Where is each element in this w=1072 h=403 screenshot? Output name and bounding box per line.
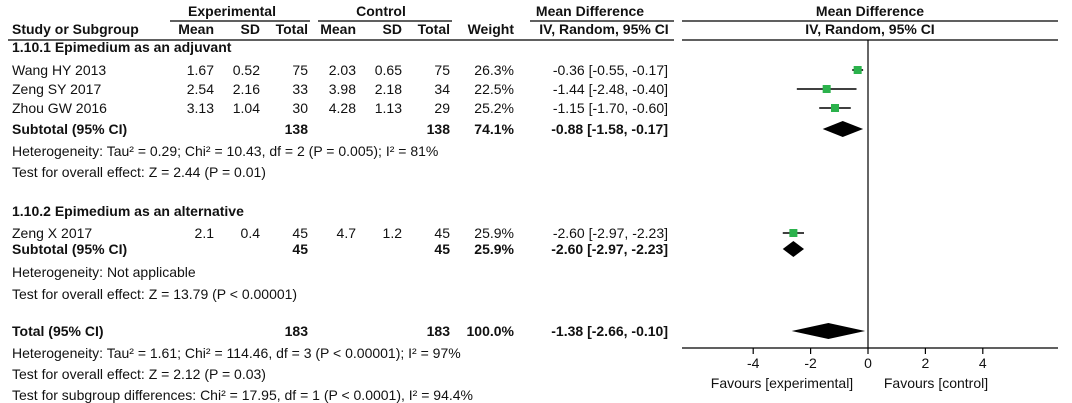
header-study: Study or Subgroup xyxy=(12,21,139,37)
subtotal-diamond xyxy=(822,121,864,137)
subtotal-label: Subtotal (95% CI) xyxy=(12,241,127,257)
study-ctl-mean: 3.98 xyxy=(329,81,356,97)
study-ctl-sd: 1.2 xyxy=(383,225,403,241)
study-ctl-mean: 4.7 xyxy=(337,225,357,241)
study-ctl-sd: 1.13 xyxy=(375,100,402,116)
study-weight: 26.3% xyxy=(474,62,514,78)
subgroup-heterogeneity: Heterogeneity: Tau² = 0.29; Chi² = 10.43… xyxy=(12,143,438,159)
subtotal-ctl-total: 138 xyxy=(427,121,451,137)
header-control: Control xyxy=(356,3,406,19)
subtotal-ci-text: -0.88 [-1.58, -0.17] xyxy=(551,121,668,137)
study-ci-text: -2.60 [-2.97, -2.23] xyxy=(553,225,668,241)
total-ci-text: -1.38 [-2.66, -0.10] xyxy=(551,323,668,339)
total-ctl-total: 183 xyxy=(427,323,451,339)
total-label: Total (95% CI) xyxy=(12,323,104,339)
header-md-method: IV, Random, 95% CI xyxy=(539,21,668,37)
subgroup-title: 1.10.1 Epimedium as an adjuvant xyxy=(12,39,232,55)
study-name: Wang HY 2013 xyxy=(12,62,106,78)
subtotal-weight: 74.1% xyxy=(474,121,514,137)
study-exp-mean: 3.13 xyxy=(187,100,214,116)
footer-subgroup-differences: Test for subgroup differences: Chi² = 17… xyxy=(12,387,473,403)
study-name: Zhou GW 2016 xyxy=(12,100,107,116)
study-ci-text: -1.15 [-1.70, -0.60] xyxy=(553,100,668,116)
subtotal-weight: 25.9% xyxy=(474,241,514,257)
subtotal-exp-total: 45 xyxy=(292,241,308,257)
study-exp-mean: 2.54 xyxy=(187,81,214,97)
footer-overall-effect: Test for overall effect: Z = 2.12 (P = 0… xyxy=(12,366,266,382)
subtotal-exp-total: 138 xyxy=(285,121,309,137)
study-point xyxy=(822,85,831,93)
x-tick-label: -4 xyxy=(747,355,760,371)
header-exp-sd: SD xyxy=(241,21,260,37)
study-point xyxy=(789,229,798,237)
header-ctl-mean: Mean xyxy=(320,21,356,37)
x-tick-label: 0 xyxy=(864,355,872,371)
study-ctl-sd: 2.18 xyxy=(375,81,402,97)
study-exp-sd: 1.04 xyxy=(233,100,260,116)
header-experimental: Experimental xyxy=(188,3,276,19)
subgroup-overall-effect: Test for overall effect: Z = 13.79 (P < … xyxy=(12,286,297,302)
study-ctl-total: 34 xyxy=(434,81,450,97)
study-exp-sd: 0.4 xyxy=(241,225,261,241)
study-weight: 25.2% xyxy=(474,100,514,116)
study-point xyxy=(853,66,862,74)
study-exp-total: 45 xyxy=(292,225,308,241)
header-mean-difference: Mean Difference xyxy=(536,3,644,19)
axis-label-left: Favours [experimental] xyxy=(711,375,853,391)
x-tick-label: 2 xyxy=(922,355,930,371)
study-ci-text: -0.36 [-0.55, -0.17] xyxy=(553,62,668,78)
study-exp-sd: 0.52 xyxy=(233,62,260,78)
study-name: Zeng SY 2017 xyxy=(12,81,101,97)
subtotal-label: Subtotal (95% CI) xyxy=(12,121,127,137)
axis-label-right: Favours [control] xyxy=(884,375,988,391)
study-ci-text: -1.44 [-2.48, -0.40] xyxy=(553,81,668,97)
study-exp-sd: 2.16 xyxy=(233,81,260,97)
subtotal-diamond xyxy=(782,241,804,257)
study-weight: 22.5% xyxy=(474,81,514,97)
header-plot-method: IV, Random, 95% CI xyxy=(805,21,934,37)
total-weight: 100.0% xyxy=(467,323,515,339)
header-ctl-total: Total xyxy=(418,21,450,37)
study-exp-mean: 1.67 xyxy=(187,62,214,78)
header-exp-total: Total xyxy=(276,21,308,37)
subgroup-heterogeneity: Heterogeneity: Not applicable xyxy=(12,264,196,280)
total-exp-total: 183 xyxy=(285,323,309,339)
subtotal-ci-text: -2.60 [-2.97, -2.23] xyxy=(551,241,668,257)
study-exp-total: 30 xyxy=(292,100,308,116)
study-exp-total: 33 xyxy=(292,81,308,97)
header-exp-mean: Mean xyxy=(178,21,214,37)
study-name: Zeng X 2017 xyxy=(12,225,92,241)
x-tick-label: -2 xyxy=(804,355,817,371)
header-plot-mean-difference: Mean Difference xyxy=(816,3,924,19)
header-ctl-sd: SD xyxy=(383,21,402,37)
study-ctl-sd: 0.65 xyxy=(375,62,402,78)
study-ctl-total: 29 xyxy=(434,100,450,116)
study-exp-mean: 2.1 xyxy=(195,225,215,241)
study-exp-total: 75 xyxy=(292,62,308,78)
subtotal-ctl-total: 45 xyxy=(434,241,450,257)
study-ctl-total: 75 xyxy=(434,62,450,78)
x-tick-label: 4 xyxy=(979,355,987,371)
study-weight: 25.9% xyxy=(474,225,514,241)
footer-heterogeneity: Heterogeneity: Tau² = 1.61; Chi² = 114.4… xyxy=(12,345,461,361)
header-weight: Weight xyxy=(468,21,515,37)
study-ctl-mean: 4.28 xyxy=(329,100,356,116)
study-ctl-total: 45 xyxy=(434,225,450,241)
subgroup-title: 1.10.2 Epimedium as an alternative xyxy=(12,203,244,219)
study-ctl-mean: 2.03 xyxy=(329,62,356,78)
subgroup-overall-effect: Test for overall effect: Z = 2.44 (P = 0… xyxy=(12,164,266,180)
total-diamond xyxy=(791,323,866,339)
study-point xyxy=(830,104,839,112)
